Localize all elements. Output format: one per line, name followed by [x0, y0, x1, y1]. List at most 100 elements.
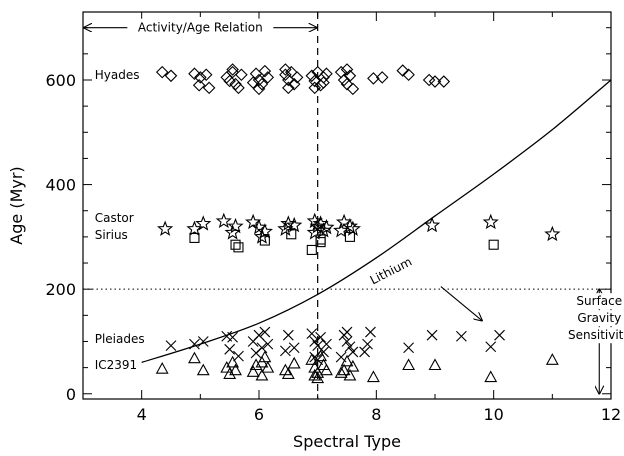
x-point — [165, 340, 177, 352]
triangle-point — [428, 358, 442, 371]
x-point — [456, 330, 467, 342]
diamond-point — [422, 73, 436, 87]
triangle-point — [366, 370, 380, 383]
x-point — [306, 328, 318, 340]
star-point — [215, 212, 232, 229]
square-point — [315, 237, 326, 248]
star-point — [318, 218, 335, 235]
diamond-point — [223, 74, 236, 88]
diamond-point — [282, 81, 295, 95]
x-point — [259, 326, 271, 338]
diamond-point — [194, 71, 207, 84]
star-point — [286, 216, 303, 233]
group-label-pleiades: Pleiades — [95, 332, 145, 346]
star-point — [157, 220, 174, 236]
square-point — [233, 242, 244, 253]
star-point — [482, 213, 499, 230]
diamond-point — [279, 63, 292, 76]
triangle-point — [223, 367, 237, 379]
x-tick-label: 6 — [254, 405, 264, 424]
triangle-point — [334, 366, 348, 378]
diamond-point — [317, 71, 330, 84]
square-point — [259, 235, 270, 246]
y-axis-label: Age (Myr) — [7, 166, 26, 244]
x-point — [347, 346, 359, 358]
x-point — [282, 329, 294, 341]
diamond-point — [226, 63, 239, 76]
activity-label-bg — [127, 18, 274, 37]
x-point — [224, 343, 236, 355]
triangle-point — [320, 363, 333, 376]
diamond-point — [188, 67, 201, 80]
star-point — [306, 224, 323, 240]
triangle-point — [305, 353, 319, 365]
diamond-point — [279, 68, 292, 82]
group-label-castor-sirius: Sirius — [95, 228, 128, 242]
triangle-point — [287, 356, 301, 369]
triangle-point — [402, 358, 416, 371]
gravity-label-bg — [559, 327, 624, 344]
triangle-point — [308, 368, 322, 381]
diamond-point — [437, 75, 451, 88]
x-point — [227, 331, 238, 343]
diamond-point — [314, 78, 327, 92]
x-point — [426, 329, 438, 341]
gravity-label: Gravity — [577, 311, 621, 325]
gravity-label: Sensitivity — [568, 328, 624, 342]
gravity-label-bg — [559, 310, 624, 327]
diamond-point — [402, 68, 415, 82]
y-tick-label: 200 — [45, 280, 76, 299]
diamond-point — [337, 73, 351, 87]
x-point — [359, 346, 370, 358]
diamond-point — [308, 81, 322, 95]
x-point — [485, 341, 497, 353]
diamond-point — [340, 63, 354, 76]
triangle-point — [249, 358, 263, 371]
x-point — [315, 331, 326, 343]
triangle-point — [340, 354, 354, 367]
x-point — [365, 326, 376, 338]
group-label-hyades: Hyades — [95, 68, 140, 82]
triangle-point — [311, 366, 325, 378]
triangle-point — [155, 362, 169, 374]
x-point — [197, 336, 209, 347]
triangle-point — [226, 355, 240, 368]
triangle-point — [246, 365, 260, 377]
triangle-point — [545, 353, 559, 365]
x-point — [494, 329, 505, 341]
gravity-label-bg — [559, 293, 624, 310]
x-point — [250, 347, 262, 359]
diamond-point — [232, 81, 245, 95]
x-point — [288, 342, 300, 354]
triangle-point — [196, 363, 210, 376]
diamond-point — [317, 76, 330, 89]
triangle-point — [337, 363, 351, 376]
x-point — [321, 338, 332, 350]
triangle-point — [314, 349, 328, 362]
square-point — [488, 239, 499, 250]
diamond-point — [308, 74, 322, 88]
diamond-point — [428, 75, 442, 88]
x-point — [341, 336, 353, 347]
x-point — [318, 346, 329, 358]
x-axis-label: Spectral Type — [293, 432, 401, 451]
diamond-point — [346, 82, 360, 96]
diamond-point — [235, 68, 248, 82]
x-point — [253, 329, 265, 341]
star-point — [224, 224, 241, 240]
diamond-point — [199, 68, 213, 82]
star-point — [227, 217, 244, 234]
star-point — [253, 228, 271, 244]
x-point — [280, 345, 291, 357]
square-point — [306, 244, 317, 256]
triangle-point — [188, 351, 201, 364]
square-point — [286, 229, 297, 240]
triangle-point — [311, 371, 325, 384]
diamond-point — [202, 81, 216, 95]
square-point — [230, 239, 241, 250]
diamond-point — [305, 69, 319, 83]
star-point — [544, 225, 561, 242]
diamond-point — [252, 82, 266, 96]
diamond-point — [396, 64, 410, 77]
